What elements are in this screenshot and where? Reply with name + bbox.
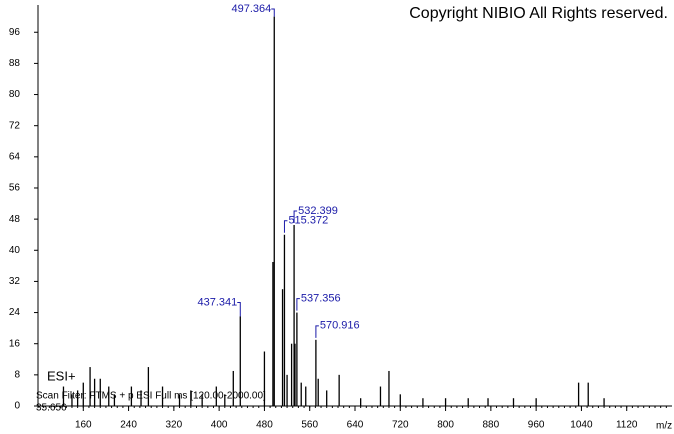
label-bracket	[271, 8, 275, 17]
y-tick-label: 72	[9, 120, 21, 131]
label-bracket	[293, 210, 298, 223]
x-tick-label: 880	[483, 420, 500, 431]
x-tick-label: 480	[256, 420, 273, 431]
x-tick-label: 560	[301, 420, 318, 431]
copyright: Copyright NIBIO All Rights reserved.	[409, 5, 668, 22]
y-tick-label: 48	[9, 214, 21, 225]
y-tick-label: 96	[9, 27, 21, 38]
y-tick-label: 32	[9, 276, 21, 287]
x-tick-label: 240	[120, 420, 137, 431]
y-tick-label: 56	[9, 183, 21, 194]
ionization-label: ESI+	[47, 368, 76, 383]
x-tick-label: 160	[75, 420, 92, 431]
y-tick-label: 64	[9, 151, 21, 162]
x-tick-label: 1120	[616, 420, 638, 431]
peak-label: 537.356	[301, 292, 341, 304]
x-tick-label: 1040	[570, 420, 593, 431]
y-tick-label: 8	[14, 369, 20, 380]
y-tick-label: 80	[9, 89, 21, 100]
label-bracket	[283, 220, 288, 233]
peak-label: 570.916	[320, 320, 360, 332]
x-tick-label: 640	[347, 420, 364, 431]
y-tick-label: 0	[14, 401, 20, 412]
x-axis-label: m/z	[656, 421, 672, 432]
y-tick-label: 88	[9, 58, 21, 69]
label-bracket	[296, 298, 300, 311]
y-tick-label: 40	[9, 245, 21, 256]
y-tick-label: 16	[9, 338, 21, 349]
peak-label: 515.372	[288, 215, 328, 227]
x-tick-label: 400	[211, 420, 228, 431]
label-bracket	[237, 301, 241, 317]
scan-filter: Scan Filter: FTMS + p ESI Full ms [120.0…	[36, 391, 266, 402]
peak-label: 532.399	[298, 205, 338, 217]
peak-label: 497.364	[231, 3, 271, 15]
x-tick-label: 720	[392, 420, 409, 431]
retention-time: 35.656	[36, 403, 67, 414]
label-bracket	[315, 325, 319, 338]
y-tick-label: 24	[9, 307, 21, 318]
x-tick-label: 800	[437, 420, 454, 431]
x-tick-label: 960	[528, 420, 545, 431]
peak-label: 437.341	[198, 296, 238, 308]
x-tick-label: 320	[166, 420, 183, 431]
